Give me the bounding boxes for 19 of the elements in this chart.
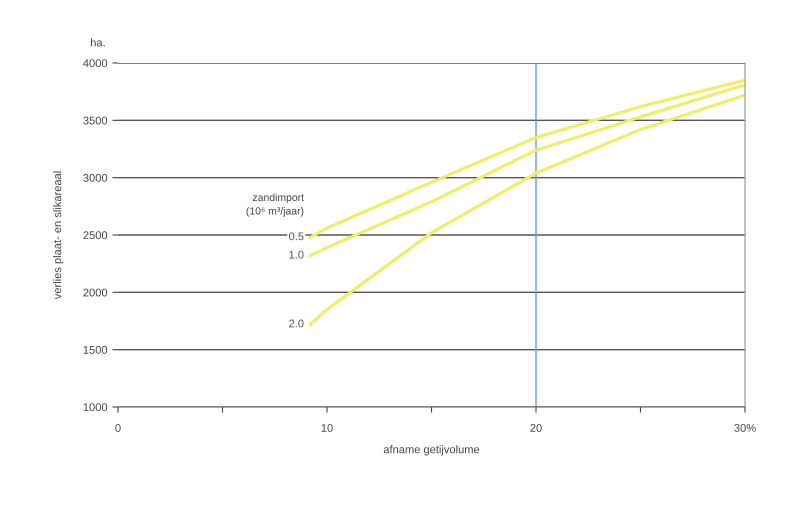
y-tick-label: 1000 — [84, 403, 108, 412]
y-tick-label: 4000 — [83, 59, 108, 68]
y-axis-title: verlies plaat- en slikareaal — [53, 172, 64, 300]
line-series — [308, 94, 745, 326]
x-tick-label: 0 — [115, 424, 121, 432]
x-tick-label: 10 — [322, 424, 333, 432]
text: ha. — [90, 38, 105, 46]
x-tick-label: 20 — [530, 424, 542, 432]
y-tick-label: 3500 — [83, 116, 108, 124]
series-label: 1.0 — [289, 250, 304, 259]
y-tick-label: 2000 — [83, 288, 108, 296]
series-label: 2.0 — [289, 320, 304, 328]
x-axis-title: afname getijvolume — [384, 445, 480, 456]
x-tick-label: 30% — [734, 424, 756, 432]
y-tick-label: 1500 — [84, 346, 108, 354]
y-tick-label: 3000 — [83, 174, 108, 182]
legend-title: zandimport (10⁶ m³/jaar) — [246, 193, 304, 217]
series-label: 0.5 — [289, 232, 304, 240]
y-tick-label: 2500 — [83, 231, 108, 240]
